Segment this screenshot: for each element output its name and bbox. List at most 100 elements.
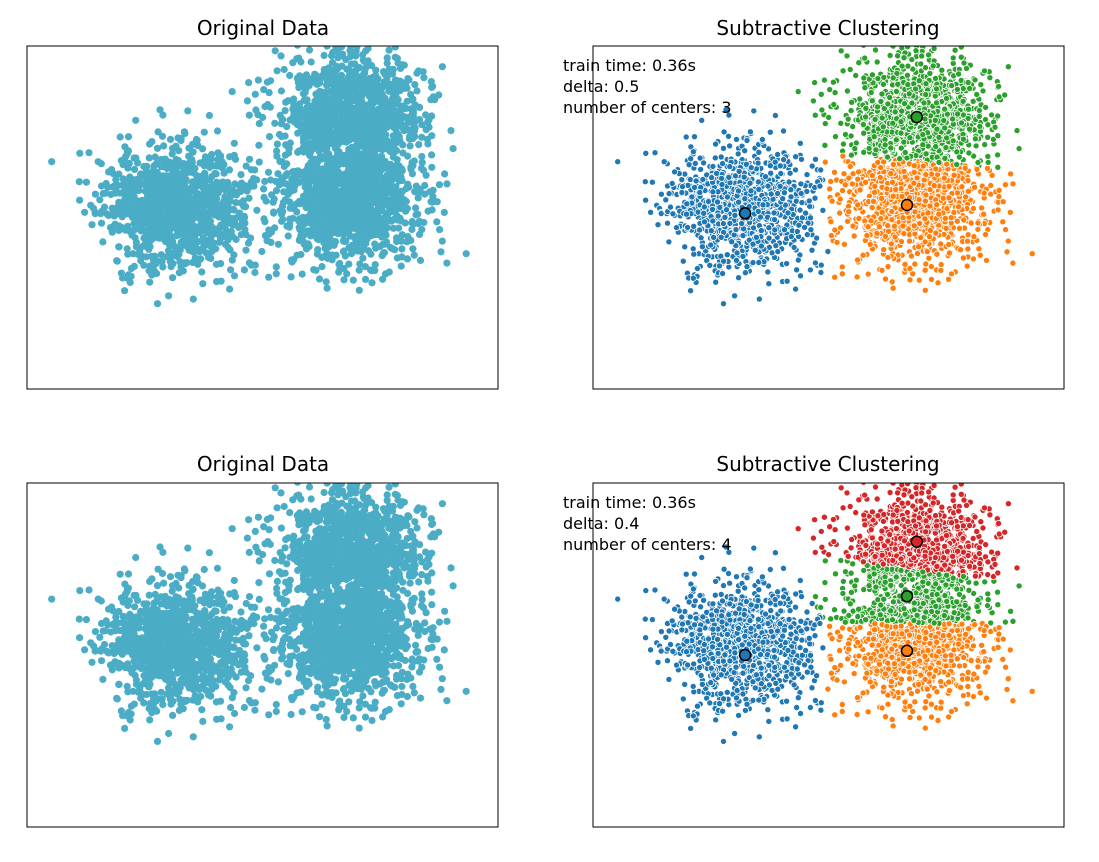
data-point (305, 188, 313, 196)
data-point (361, 275, 370, 283)
data-point (360, 69, 368, 77)
cluster-point-0 (714, 198, 722, 206)
data-point (287, 256, 296, 264)
data-point (317, 185, 325, 193)
data-point (281, 107, 289, 115)
data-point (351, 60, 359, 68)
data-point (330, 155, 338, 163)
data-point (396, 64, 405, 72)
data-point (242, 246, 250, 254)
data-point (172, 219, 180, 228)
cluster-point-2 (994, 151, 1002, 159)
data-point (389, 70, 397, 78)
data-point (307, 58, 315, 66)
cluster-point-0 (692, 177, 700, 185)
data-point (208, 189, 216, 198)
data-point (231, 180, 239, 188)
data-point (245, 111, 253, 119)
data-point (260, 185, 268, 193)
data-point (265, 133, 274, 141)
data-point (393, 254, 401, 262)
cluster-point-0 (707, 227, 715, 235)
cluster-point-0 (726, 219, 734, 227)
data-point (205, 111, 213, 120)
cluster-point-0 (805, 197, 813, 205)
cluster-point-0 (793, 266, 801, 274)
data-point (318, 263, 326, 271)
data-point (414, 189, 422, 197)
cluster-point-0 (720, 257, 728, 265)
cluster-point-0 (808, 246, 816, 254)
data-point (174, 173, 182, 181)
data-point (352, 52, 360, 60)
data-point (356, 191, 364, 199)
cluster-point-0 (673, 224, 681, 232)
data-point (379, 249, 387, 257)
cluster-point-0 (722, 206, 730, 214)
data-point (293, 46, 302, 49)
cluster-point-0 (811, 259, 819, 267)
data-point (221, 193, 229, 201)
cluster-point-0 (699, 175, 707, 183)
cluster-point-0 (739, 252, 747, 260)
data-point (410, 251, 418, 259)
cluster-point-1 (838, 270, 846, 278)
cluster-point-1 (880, 246, 888, 254)
data-point (213, 127, 222, 135)
data-point (332, 107, 340, 115)
data-point (148, 188, 156, 196)
cluster-point-0 (669, 210, 677, 218)
data-point (414, 210, 422, 218)
data-point (225, 166, 234, 174)
data-point (356, 150, 364, 158)
data-point (354, 99, 362, 107)
cluster-point-0 (724, 132, 732, 140)
data-point (296, 178, 304, 186)
cluster-point-0 (709, 217, 717, 225)
data-point (337, 154, 345, 162)
data-point (323, 119, 331, 127)
data-point (376, 94, 385, 102)
data-point (146, 140, 154, 148)
cluster-point-0 (654, 221, 662, 229)
data-point (96, 196, 104, 204)
data-point (146, 278, 154, 286)
data-point (236, 209, 244, 217)
cluster-point-1 (981, 230, 989, 238)
cluster-point-0 (651, 149, 659, 157)
cluster-point-0 (722, 106, 730, 114)
data-point (429, 82, 437, 90)
cluster-point-0 (696, 226, 704, 234)
cluster-point-0 (792, 197, 800, 205)
data-point (447, 127, 455, 135)
cluster-point-0 (686, 176, 694, 184)
data-point (359, 20, 366, 27)
data-point (239, 197, 247, 205)
data-point (310, 173, 318, 181)
cluster-point-0 (660, 158, 668, 166)
data-point (418, 133, 426, 141)
data-point (124, 183, 133, 191)
data-point (143, 162, 151, 170)
cluster-point-0 (678, 188, 686, 196)
data-point (400, 84, 408, 93)
data-point (112, 188, 120, 197)
cluster-point-0 (683, 200, 691, 208)
data-point (88, 221, 96, 229)
cluster-point-0 (783, 277, 791, 285)
data-point (99, 190, 107, 198)
cluster-point-0 (770, 209, 778, 217)
data-point (188, 178, 196, 186)
cluster-point-0 (657, 210, 665, 218)
data-point (389, 224, 398, 232)
data-point (148, 212, 156, 220)
data-point (365, 74, 374, 83)
plot-area (614, 46, 1036, 308)
data-point (117, 200, 125, 208)
cluster-point-1 (1009, 180, 1017, 188)
data-point (358, 142, 366, 150)
cluster-point-0 (717, 233, 725, 241)
cluster-point-1 (837, 224, 845, 232)
cluster-point-0 (792, 285, 800, 293)
